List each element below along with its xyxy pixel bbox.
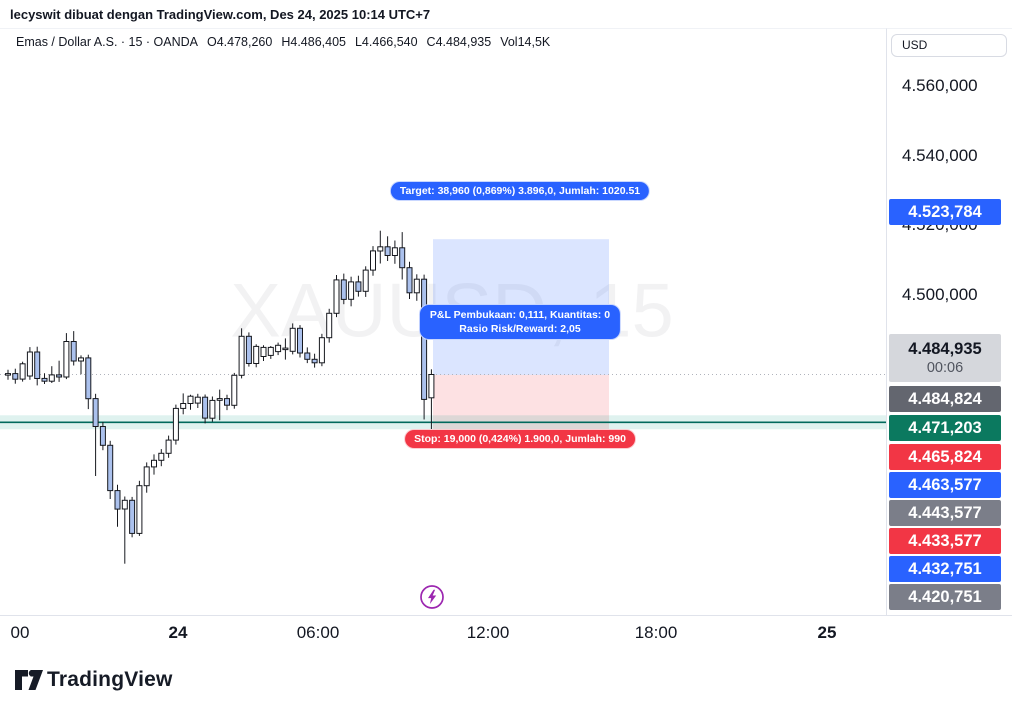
price-axis-label: 4.500,000 (902, 285, 978, 304)
ohlc-h: H4.486,405 (281, 35, 346, 49)
currency-button[interactable]: USD (891, 34, 1007, 57)
time-axis-label: 18:00 (634, 623, 678, 642)
target-label[interactable]: Target: 38,960 (0,869%) 3.896,0, Jumlah:… (389, 181, 651, 201)
target-price-badge: 4.523,784 (889, 199, 1001, 225)
symbol-header: Emas / Dollar A.S. · 15 · OANDA O4.478,26… (16, 35, 550, 49)
time-axis-label: 06:00 (296, 623, 340, 642)
entry-price-badge: 4.484,824 (889, 386, 1001, 412)
time-axis-label: 00 (10, 623, 30, 642)
ohlc-values: O4.478,260 H4.486,405 L4.466,540 C4.484,935… (198, 35, 550, 49)
stop-price-badge: 4.465,824 (889, 444, 1001, 470)
price-badge: 4.463,577 (889, 472, 1001, 498)
price-badge: 4.443,577 (889, 500, 1001, 526)
tradingview-logo-icon (15, 670, 43, 690)
price-badge: 4.433,577 (889, 528, 1001, 554)
countdown-timer: 00:06 (926, 360, 964, 376)
price-axis-label: 4.540,000 (902, 146, 978, 165)
time-axis-label: 12:00 (466, 623, 510, 642)
pnl-open-line: P&L Pembukaan: 0,111, Kuantitas: 0 (429, 309, 611, 321)
time-axis-label: 24 (168, 623, 188, 642)
time-axis-label: 25 (817, 623, 837, 642)
time-scale[interactable]: 00 24 06:00 12:00 18:00 25 (0, 615, 1012, 649)
footer: TradingView (0, 648, 1012, 713)
pnl-rr-line: Rasio Risk/Reward: 2,05 (459, 323, 581, 335)
price-axis-label: 4.560,000 (902, 76, 978, 95)
price-scale[interactable]: USD 4.560,0004.540,0004.520,0004.500,000… (886, 28, 1012, 616)
price-badge: 4.432,751 (889, 556, 1001, 582)
flash-event-icon[interactable] (419, 584, 445, 615)
brand-name: TradingView (47, 668, 173, 691)
stop-label[interactable]: Stop: 19,000 (0,424%) 1.900,0, Jumlah: 9… (404, 429, 636, 449)
ohlc-l: L4.466,540 (354, 35, 418, 49)
symbol-title[interactable]: Emas / Dollar A.S. · 15 · OANDA (16, 35, 198, 49)
current-price-badge: 4.484,935 00:06 (889, 334, 1001, 382)
chart-pane[interactable]: XAUUSD, 15 Emas / Dollar A.S. · 15 · OAN… (0, 28, 886, 616)
level-price-badge: 4.471,203 (889, 415, 1001, 441)
ohlc-c: C4.484,935 (426, 35, 492, 49)
pnl-label[interactable]: P&L Pembukaan: 0,111, Kuantitas: 0 Rasio… (418, 304, 622, 340)
attribution-bar: lecyswit dibuat dengan TradingView.com, … (10, 7, 431, 22)
ohlc-o: O4.478,260 (207, 35, 273, 49)
ohlc-vol: Vol14,5K (500, 35, 551, 49)
price-badge: 4.420,751 (889, 584, 1001, 610)
